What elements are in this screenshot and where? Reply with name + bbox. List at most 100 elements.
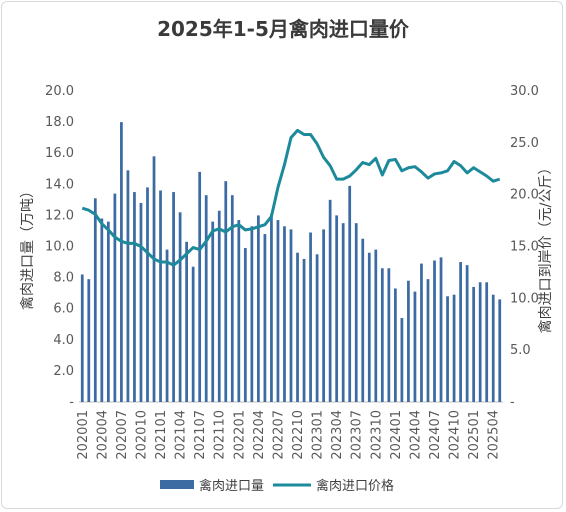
bar: [126, 170, 130, 402]
bar: [191, 266, 195, 402]
bar: [217, 210, 221, 402]
bar: [367, 252, 371, 402]
bar: [387, 268, 391, 402]
bar: [354, 223, 358, 402]
bar: [439, 257, 443, 402]
bar: [315, 254, 319, 402]
bar: [263, 234, 267, 402]
bar: [178, 212, 182, 402]
right-tick-label: 15.0: [510, 240, 539, 255]
bar: [328, 199, 332, 402]
right-tick-label: 30.0: [510, 84, 539, 99]
bar: [478, 282, 482, 402]
bar: [250, 226, 254, 402]
left-tick-label: 8.0: [53, 271, 74, 286]
left-tick-label: -: [69, 395, 74, 410]
bar: [361, 238, 365, 402]
x-tick-label: 202210: [291, 410, 306, 460]
bar: [420, 263, 423, 402]
right-tick-label: 10.0: [510, 291, 539, 306]
left-tick-label: 4.0: [53, 333, 74, 348]
bar: [139, 202, 143, 402]
price-line: [81, 128, 501, 267]
bar: [289, 229, 293, 402]
x-tick-label: 202404: [408, 410, 423, 460]
bar: [413, 291, 417, 402]
bar: [224, 181, 228, 402]
x-tick-label: 202304: [330, 410, 345, 460]
x-tick-label: 202301: [311, 410, 326, 460]
bar: [296, 252, 299, 402]
plot-area: - 2.0 4.0 6.0 8.0 10.0 12.0 14.0 16.0 18.0 20.0 - 5.…: [45, 84, 539, 460]
right-tick-label: 20.0: [510, 188, 539, 203]
right-tick-label: -: [510, 395, 515, 410]
x-tick-label: 202401: [389, 410, 404, 460]
bar: [407, 280, 410, 402]
bar: [230, 195, 234, 402]
bar: [106, 221, 110, 402]
x-tick-label: 202110: [213, 410, 228, 460]
bar: [452, 294, 456, 402]
x-tick-label: 202004: [95, 410, 110, 460]
bar: [120, 122, 123, 402]
bar: [491, 294, 495, 402]
x-tick-label: 202104: [174, 410, 189, 460]
x-tick-label: 202410: [448, 410, 463, 460]
bar: [270, 213, 273, 402]
bar: [459, 262, 462, 402]
bar: [348, 185, 352, 402]
bar: [380, 268, 384, 402]
bar: [335, 215, 339, 402]
x-tick-label: 202310: [369, 410, 384, 460]
bar: [198, 171, 202, 402]
bar: [133, 192, 136, 402]
bar: [204, 195, 208, 402]
bar: [433, 260, 436, 402]
left-tick-label: 10.0: [45, 240, 74, 255]
bar: [472, 286, 476, 402]
bar: [172, 192, 175, 402]
bar: [237, 220, 241, 402]
bar: [165, 249, 169, 402]
bar: [87, 279, 91, 402]
x-tick-label: 202107: [193, 410, 208, 460]
x-tick-label: 202504: [487, 410, 502, 460]
bar: [393, 288, 397, 402]
bar: [341, 223, 345, 402]
x-tick-label: 202007: [115, 410, 130, 460]
legend: 禽肉进口量 禽肉进口价格: [160, 478, 394, 494]
bar: [100, 218, 104, 402]
legend-line-label: 禽肉进口价格: [316, 478, 394, 494]
x-tick-label: 202204: [252, 410, 267, 460]
bar: [243, 248, 247, 402]
x-tick-label: 202010: [135, 410, 150, 460]
bar: [498, 299, 502, 402]
bar: [374, 249, 378, 402]
left-axis-title: 禽肉进口量（万吨）: [19, 184, 36, 310]
bar: [309, 232, 312, 402]
bar: [80, 274, 84, 402]
right-tick-label: 5.0: [510, 343, 531, 358]
left-tick-label: 18.0: [45, 115, 74, 130]
x-tick-label: 202101: [154, 410, 169, 460]
x-tick-label: 202207: [272, 410, 287, 460]
left-tick-label: 12.0: [45, 208, 74, 223]
bar: [426, 279, 430, 402]
x-tick-label: 202001: [76, 410, 91, 460]
bar: [159, 190, 162, 402]
legend-bar-swatch: [160, 480, 194, 489]
x-tick-label: 202501: [467, 410, 482, 460]
legend-bar-label: 禽肉进口量: [199, 478, 264, 494]
x-tick-label: 202307: [350, 410, 365, 460]
bar: [465, 265, 469, 402]
bar: [113, 193, 117, 402]
left-tick-label: 14.0: [45, 177, 74, 192]
right-tick-label: 25.0: [510, 136, 539, 151]
x-tick-label: 202201: [232, 410, 247, 460]
bar: [276, 220, 280, 402]
bar: [93, 198, 97, 402]
left-tick-label: 16.0: [45, 146, 74, 161]
x-tick-label: 202407: [428, 410, 443, 460]
